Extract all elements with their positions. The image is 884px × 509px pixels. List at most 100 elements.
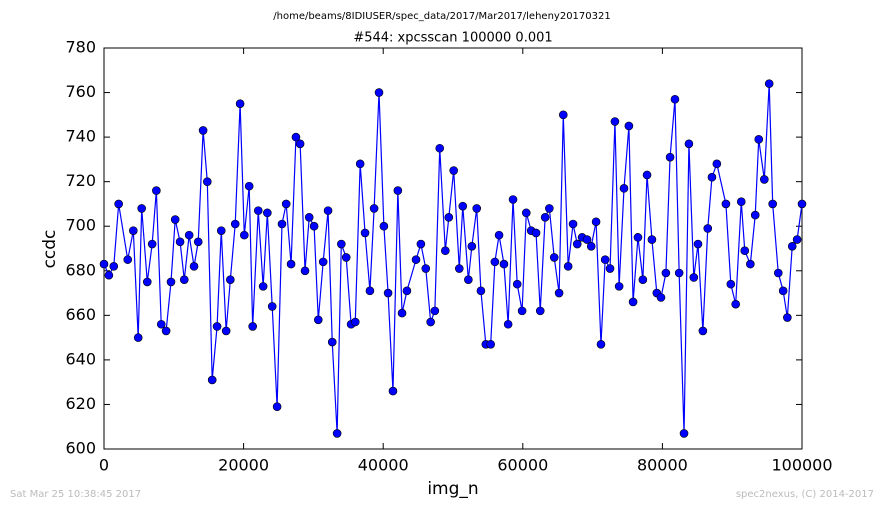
data-point	[216, 226, 226, 235]
data-point	[736, 197, 746, 207]
data-point	[323, 206, 333, 215]
data-line	[103, 83, 803, 434]
data-point	[600, 255, 610, 264]
data-point	[355, 159, 365, 169]
data-point	[313, 315, 323, 325]
data-point	[123, 255, 133, 264]
data-point	[508, 195, 518, 204]
data-point	[512, 279, 522, 289]
chart-title: #544: xpcsscan 100000 0.001	[353, 31, 552, 46]
data-point	[114, 199, 123, 209]
data-point	[212, 322, 222, 331]
data-point	[226, 275, 235, 284]
data-point	[554, 288, 564, 298]
data-point	[272, 402, 282, 411]
data-point	[633, 233, 643, 242]
data-point	[435, 143, 445, 153]
y-tick-label: 620	[65, 394, 96, 413]
data-point	[383, 288, 393, 298]
data-point	[619, 184, 629, 193]
data-point	[221, 326, 231, 336]
data-point	[540, 213, 550, 222]
data-point	[558, 110, 568, 120]
data-point	[309, 221, 319, 231]
data-point	[203, 177, 212, 186]
data-point	[605, 264, 615, 273]
data-point	[778, 286, 788, 296]
data-point	[402, 286, 412, 296]
data-point	[175, 237, 185, 247]
data-point	[142, 277, 152, 287]
data-point	[267, 302, 277, 311]
data-point	[661, 268, 671, 278]
data-point	[365, 286, 375, 296]
data-point	[563, 262, 573, 271]
data-point	[147, 239, 157, 249]
data-point	[244, 181, 254, 191]
data-point	[549, 253, 559, 262]
data-point	[411, 255, 421, 264]
data-point	[517, 306, 527, 316]
data-point	[104, 270, 114, 280]
data-point	[369, 204, 379, 213]
data-point	[304, 213, 314, 222]
data-point	[746, 259, 755, 269]
data-point	[531, 228, 541, 238]
data-point	[421, 264, 431, 273]
data-point	[430, 306, 440, 316]
data-point	[170, 215, 180, 224]
data-point	[610, 117, 620, 126]
data-point	[109, 262, 119, 271]
y-tick-label: 740	[65, 127, 96, 146]
data-point	[545, 204, 554, 213]
data-point	[472, 204, 482, 213]
data-point	[464, 275, 473, 284]
data-point	[674, 268, 684, 278]
data-point	[441, 246, 450, 256]
y-tick-label: 680	[65, 260, 96, 279]
data-point	[494, 230, 504, 240]
data-point	[341, 253, 351, 262]
data-point	[535, 306, 545, 316]
data-point	[624, 121, 634, 131]
data-point	[99, 259, 109, 269]
footer-right: spec2nexus, (C) 2014-2017	[736, 489, 874, 500]
data-point	[235, 99, 245, 108]
x-tick-label: 20000	[218, 456, 269, 475]
plot-frame	[103, 47, 803, 450]
data-point	[768, 199, 777, 209]
data-point	[133, 333, 143, 342]
data-point	[156, 319, 166, 329]
data-point	[179, 275, 189, 284]
data-point	[656, 293, 666, 302]
data-point	[521, 208, 531, 218]
y-tick-label: 780	[65, 38, 96, 57]
data-point	[263, 208, 272, 218]
data-point	[152, 186, 161, 195]
y-tick-label: 720	[65, 171, 96, 190]
x-tick-label: 80000	[637, 456, 688, 475]
data-point	[166, 277, 176, 287]
data-point	[783, 313, 792, 322]
y-tick-label: 700	[65, 216, 96, 235]
data-point	[248, 322, 257, 331]
data-point	[731, 299, 740, 309]
y-axis-label: ccdc	[40, 230, 60, 269]
data-point	[207, 375, 217, 385]
data-point	[499, 259, 509, 269]
data-point	[750, 210, 760, 220]
data-point	[642, 170, 652, 180]
data-point	[486, 339, 495, 349]
y-tick-label: 600	[65, 439, 96, 458]
data-point	[596, 339, 606, 349]
data-point	[258, 282, 268, 291]
data-point	[712, 159, 722, 169]
data-point	[638, 275, 648, 284]
data-point	[665, 152, 675, 162]
data-point	[444, 213, 454, 222]
data-point	[458, 201, 468, 211]
data-point	[698, 326, 708, 336]
data-point	[754, 135, 764, 144]
data-point	[295, 139, 305, 149]
data-point	[318, 257, 328, 267]
